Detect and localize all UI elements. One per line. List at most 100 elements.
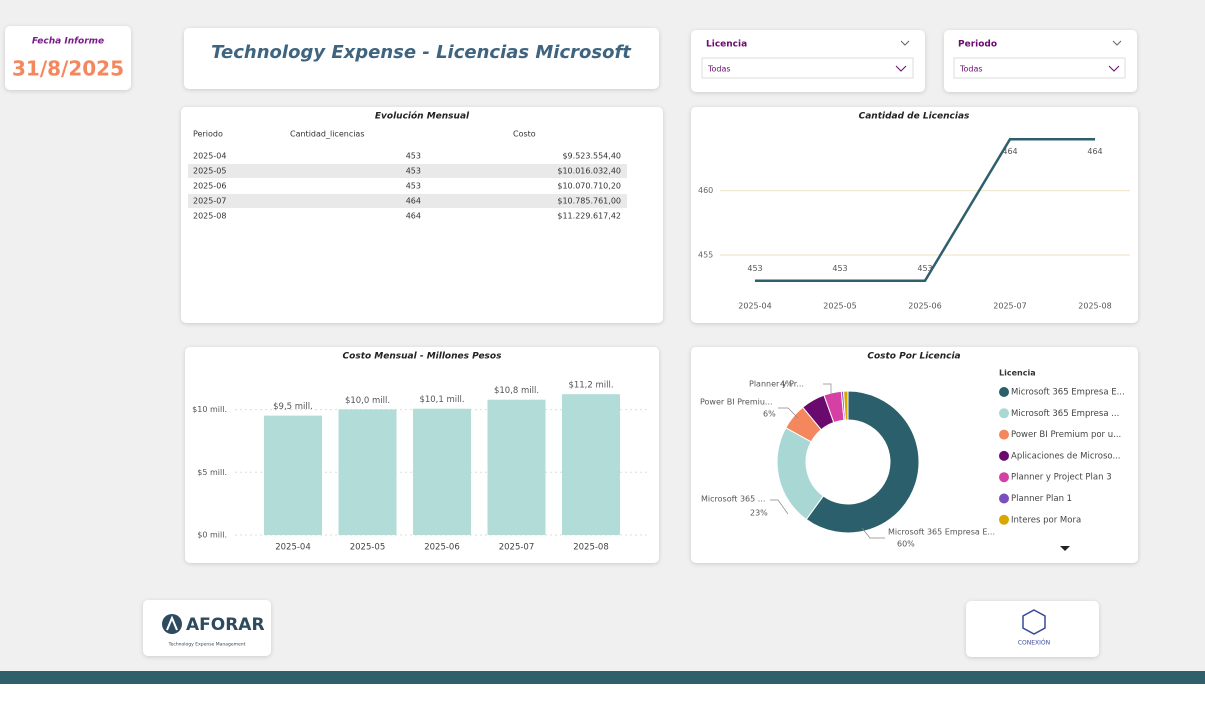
cell: 453 xyxy=(406,182,421,191)
data-label: $9,5 mill. xyxy=(273,402,313,412)
y-tick-label: $10 mill. xyxy=(192,405,227,414)
date-value: 31/8/2025 xyxy=(12,57,124,81)
cell: $11.229.617,42 xyxy=(557,212,621,221)
title-card xyxy=(184,28,659,89)
chevron xyxy=(1108,65,1120,72)
bar xyxy=(487,399,546,535)
y-tick-label: $5 mill. xyxy=(197,468,227,477)
y-tick-label: 460 xyxy=(698,186,713,195)
cell: 2025-05 xyxy=(193,167,226,176)
filter-box[interactable] xyxy=(701,57,914,79)
data-label: 453 xyxy=(917,264,932,273)
leader-line xyxy=(770,499,789,515)
filter[interactable]: Licencia Todas xyxy=(691,30,925,92)
chevron xyxy=(895,65,907,72)
bar xyxy=(413,408,471,535)
filter[interactable]: Periodo Todas xyxy=(944,30,1137,92)
date-label: Fecha Informe xyxy=(32,37,104,47)
leader-line xyxy=(778,407,799,419)
legend-swatch xyxy=(999,429,1009,440)
filter-box[interactable] xyxy=(953,57,1126,79)
x-tick-label: 2025-07 xyxy=(993,302,1026,311)
cell: 453 xyxy=(406,152,421,161)
y-tick-label: 455 xyxy=(698,251,713,260)
cell: $9.523.554,40 xyxy=(562,152,621,161)
logo-subtext: Technology Expense Management xyxy=(168,642,246,648)
cell: 2025-07 xyxy=(193,197,226,206)
data-label: 464 xyxy=(1087,147,1102,156)
data-label: 453 xyxy=(747,264,762,273)
y-tick-label: $0 mill. xyxy=(197,531,227,540)
footer xyxy=(0,684,1205,706)
filter-label: Periodo xyxy=(958,40,997,50)
logo-text: CONEXIÓN xyxy=(1018,640,1050,647)
x-tick-label: 2025-04 xyxy=(738,302,771,311)
chart-title: Costo Mensual - Millones Pesos xyxy=(343,352,503,362)
slice-value: 6% xyxy=(763,410,776,419)
logo-card xyxy=(143,600,271,656)
legend-title: Licencia xyxy=(999,369,1036,378)
logo-text: AFORAR xyxy=(186,615,265,635)
cell: 2025-04 xyxy=(193,152,226,161)
legend-label: Planner Plan 1 xyxy=(1011,494,1072,504)
x-tick-label: 2025-08 xyxy=(573,543,609,553)
table-title: Evolución Mensual xyxy=(375,111,470,122)
table-card xyxy=(181,107,663,323)
page-title: Technology Expense - Licencias Microsoft xyxy=(211,42,632,63)
cell: 2025-08 xyxy=(193,212,226,221)
cell: 464 xyxy=(406,197,421,206)
legend-label: Interes por Mora xyxy=(1011,515,1081,525)
slice-label: Microsoft 365 Empresa E... xyxy=(888,528,995,537)
cell: 453 xyxy=(406,167,421,176)
legend-swatch xyxy=(999,472,1009,483)
legend-label: Power BI Premium por u... xyxy=(1011,430,1121,440)
slice-value: 60% xyxy=(897,540,915,549)
legend-swatch xyxy=(999,408,1009,419)
filter-label: Licencia xyxy=(706,40,747,50)
x-tick-label: 2025-05 xyxy=(350,543,386,553)
legend-label: Microsoft 365 Empresa ... xyxy=(1011,409,1119,419)
date-card xyxy=(5,26,131,90)
slice xyxy=(805,390,920,534)
logo-icon xyxy=(166,615,178,631)
x-tick-label: 2025-06 xyxy=(908,302,941,311)
x-tick-label: 2025-05 xyxy=(823,302,856,311)
legend-swatch xyxy=(999,514,1009,525)
x-tick-label: 2025-07 xyxy=(499,543,535,553)
slice-value: 4% xyxy=(780,380,793,389)
row-shade xyxy=(188,164,627,178)
line xyxy=(755,138,1095,282)
legend-label: Aplicaciones de Microso... xyxy=(1011,451,1121,461)
row-shade xyxy=(188,194,627,208)
data-label: $10,0 mill. xyxy=(345,396,390,406)
data-label: 453 xyxy=(832,264,847,273)
footer-band xyxy=(0,671,1205,684)
bar xyxy=(562,394,620,535)
bar xyxy=(264,415,322,535)
chevron xyxy=(1112,40,1122,46)
logo-icon xyxy=(1022,609,1046,635)
data-label: $10,1 mill. xyxy=(419,395,464,405)
column-header: Cantidad_licencias xyxy=(290,130,365,139)
x-tick-label: 2025-06 xyxy=(424,543,460,553)
slice-value: 23% xyxy=(750,509,768,518)
slice-label: Power BI Premiu... xyxy=(700,398,773,407)
filter-value: Todas xyxy=(707,65,731,74)
legend-swatch xyxy=(999,450,1009,461)
chevron xyxy=(900,40,910,46)
legend-scroll[interactable] xyxy=(1060,546,1070,551)
leader-line xyxy=(861,527,885,539)
legend-label: Planner y Project Plan 3 xyxy=(1011,473,1112,483)
chart-title: Cantidad de Licencias xyxy=(859,112,970,122)
leader-line xyxy=(823,383,832,394)
data-label: $10,8 mill. xyxy=(494,386,539,396)
slice-label: Planner y Pr... xyxy=(749,380,804,389)
filter-value: Todas xyxy=(959,65,983,74)
column-header: Periodo xyxy=(193,130,223,139)
column-header: Costo xyxy=(513,130,536,139)
cell: 2025-06 xyxy=(193,182,226,191)
x-tick-label: 2025-04 xyxy=(275,543,311,553)
logo-card xyxy=(966,601,1099,657)
legend-swatch xyxy=(999,387,1009,397)
